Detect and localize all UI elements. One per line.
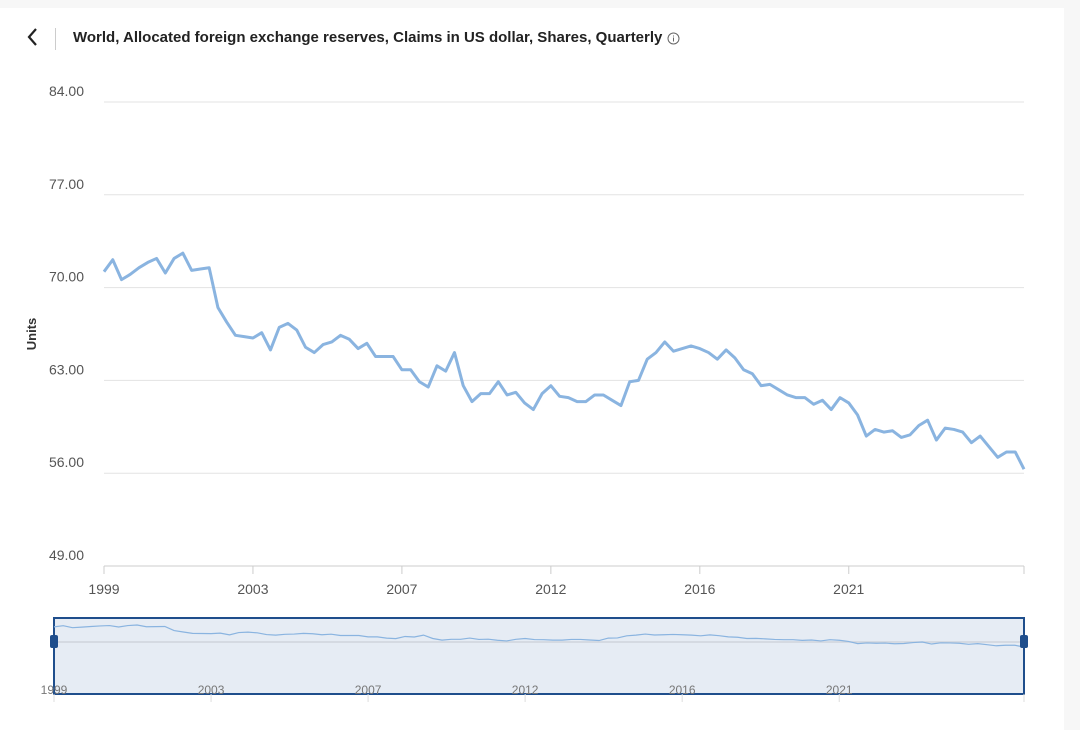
y-tick-label: 49.00 [49,547,84,563]
header: World, Allocated foreign exchange reserv… [0,8,1064,68]
y-tick-label: 70.00 [49,269,84,285]
page-title: World, Allocated foreign exchange reserv… [73,29,680,46]
divider [55,28,56,50]
y-tick-label: 56.00 [49,454,84,470]
navigator-tick-label: 2016 [669,683,696,697]
x-tick-label: 2012 [535,581,566,597]
y-axis-label: Units [24,318,39,351]
x-tick-label: 2021 [833,581,864,597]
chart-card: World, Allocated foreign exchange reserv… [0,8,1064,730]
x-tick-label: 1999 [88,581,119,597]
data-line [102,251,1026,470]
navigator-tick-label: 2012 [512,683,539,697]
y-tick-label: 77.00 [49,176,84,192]
x-tick-label: 2016 [684,581,715,597]
navigator-handle-left[interactable] [50,635,58,648]
title-text: World, Allocated foreign exchange reserv… [73,29,663,46]
x-tick-label: 2003 [237,581,268,597]
chevron-left-icon[interactable] [22,26,44,48]
info-icon[interactable] [667,32,680,45]
x-tick-label: 2007 [386,581,417,597]
y-tick-label: 84.00 [49,83,84,99]
navigator-handle-right[interactable] [1020,635,1028,648]
navigator-window [53,617,1025,695]
page-scrollbar[interactable] [1064,0,1080,730]
navigator-tick-label: 2003 [198,683,225,697]
navigator-tick-label: 2007 [355,683,382,697]
y-tick-label: 63.00 [49,361,84,377]
navigator-tick-label: 1999 [41,683,68,697]
navigator-line [53,624,1025,648]
navigator-tick-label: 2021 [826,683,853,697]
